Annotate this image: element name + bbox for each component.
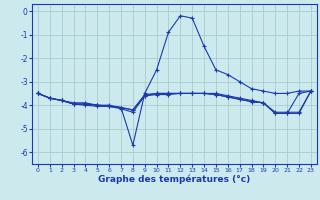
X-axis label: Graphe des températures (°c): Graphe des températures (°c) (98, 175, 251, 184)
